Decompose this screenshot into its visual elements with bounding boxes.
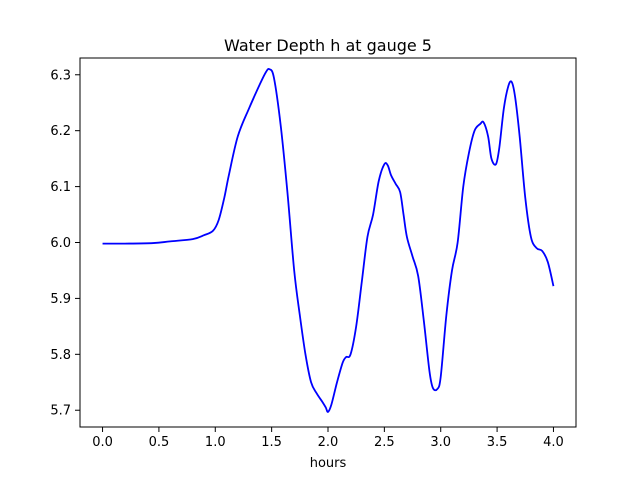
y-tick-label: 5.9	[50, 292, 71, 307]
y-tick-label: 6.3	[50, 68, 71, 83]
x-tick-label: 1.0	[205, 435, 226, 450]
data-series-line-0	[102, 68, 555, 413]
y-tick-label: 6.1	[50, 180, 71, 195]
y-tick-label: 6.2	[50, 124, 71, 139]
x-tick-label: 2.0	[318, 435, 339, 450]
chart-title: Water Depth h at gauge 5	[224, 36, 432, 55]
x-tick-label: 0.5	[149, 435, 170, 450]
x-tick-label: 3.0	[430, 435, 451, 450]
x-tick-label: 1.5	[261, 435, 282, 450]
y-tick-label: 5.8	[50, 348, 71, 363]
plot-layer	[102, 68, 555, 413]
y-tick-label: 6.0	[50, 236, 71, 251]
x-axis-label: hours	[310, 456, 347, 471]
y-axis-ticks: 5.7 5.8 5.9 6.0 6.1 6.2 6.3	[50, 68, 80, 419]
x-tick-label: 0.0	[92, 435, 113, 450]
x-tick-label: 3.5	[487, 435, 508, 450]
y-tick-label: 5.7	[50, 404, 71, 419]
x-axis-ticks: 0.0 0.5 1.0 1.5 2.0 2.5 3.0 3.5 4.0	[92, 427, 564, 450]
x-tick-label: 2.5	[374, 435, 395, 450]
x-tick-label: 4.0	[543, 435, 564, 450]
